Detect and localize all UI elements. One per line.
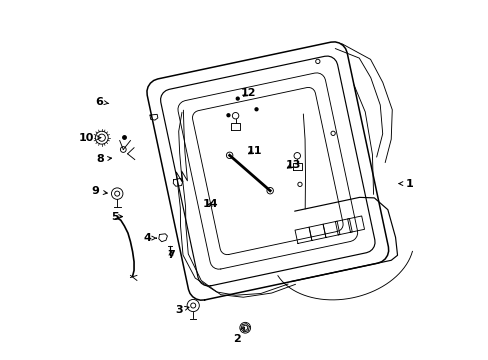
Text: 6: 6 [95, 97, 108, 107]
Text: 7: 7 [167, 249, 175, 260]
Text: 4: 4 [142, 233, 156, 243]
Circle shape [226, 114, 229, 117]
Text: 3: 3 [175, 305, 188, 315]
Text: 10: 10 [79, 133, 101, 143]
Circle shape [255, 108, 258, 111]
Text: 9: 9 [92, 186, 107, 197]
Text: 14: 14 [202, 199, 218, 210]
Text: 2: 2 [232, 327, 244, 343]
Text: 5: 5 [111, 212, 122, 221]
Circle shape [236, 97, 239, 100]
Text: 8: 8 [96, 154, 111, 164]
Text: 13: 13 [285, 160, 300, 170]
Text: 12: 12 [240, 88, 255, 98]
Text: 1: 1 [398, 179, 412, 189]
Text: 11: 11 [246, 145, 262, 156]
